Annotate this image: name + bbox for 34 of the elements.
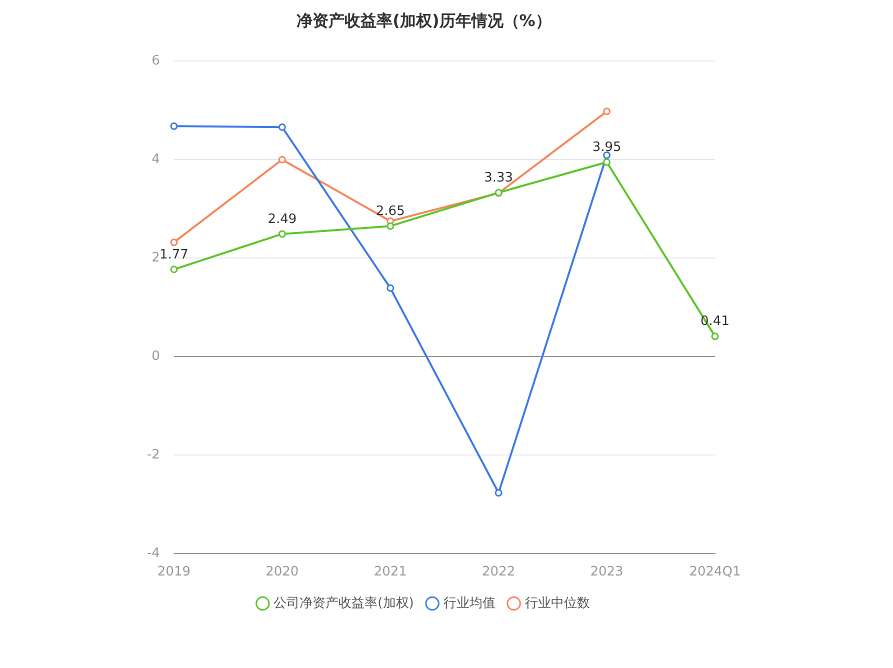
point <box>603 108 611 116</box>
point <box>170 266 178 274</box>
point <box>386 222 394 230</box>
x-tick-label: 2019 <box>157 564 191 580</box>
chart-title: 净资产收益率(加权)历年情况（%） <box>296 10 552 30</box>
data-label: 1.77 <box>159 247 188 262</box>
y-tick-label: 4 <box>152 152 160 168</box>
point <box>278 230 286 238</box>
point <box>386 284 394 292</box>
y-tick-label: 6 <box>152 54 160 69</box>
data-label: 2.49 <box>268 212 297 227</box>
point <box>711 332 719 340</box>
point <box>278 123 286 131</box>
y-tick-label: -2 <box>146 447 160 462</box>
legend-label: 公司净资产收益率(加权) <box>274 594 414 611</box>
point <box>603 158 611 166</box>
y-tick-label: 2 <box>152 250 160 266</box>
y-tick-label: 0 <box>152 348 160 364</box>
x-tick-label: 2022 <box>482 564 516 580</box>
x-tick-label: 2024Q1 <box>689 564 741 580</box>
legend-label: 行业中位数 <box>524 596 590 611</box>
legend-label: 行业均值 <box>443 596 496 611</box>
x-tick-label: 2023 <box>590 564 624 580</box>
data-label: 3.95 <box>592 140 622 155</box>
point <box>170 122 178 130</box>
x-tick-label: 2021 <box>374 564 407 580</box>
point <box>494 489 502 497</box>
data-label: 3.33 <box>484 170 514 186</box>
y-tick-label: -4 <box>146 546 160 561</box>
point <box>170 238 178 246</box>
point <box>603 151 611 159</box>
data-label: 2.65 <box>376 204 405 219</box>
point <box>278 156 286 164</box>
x-tick-label: 2020 <box>266 564 299 580</box>
